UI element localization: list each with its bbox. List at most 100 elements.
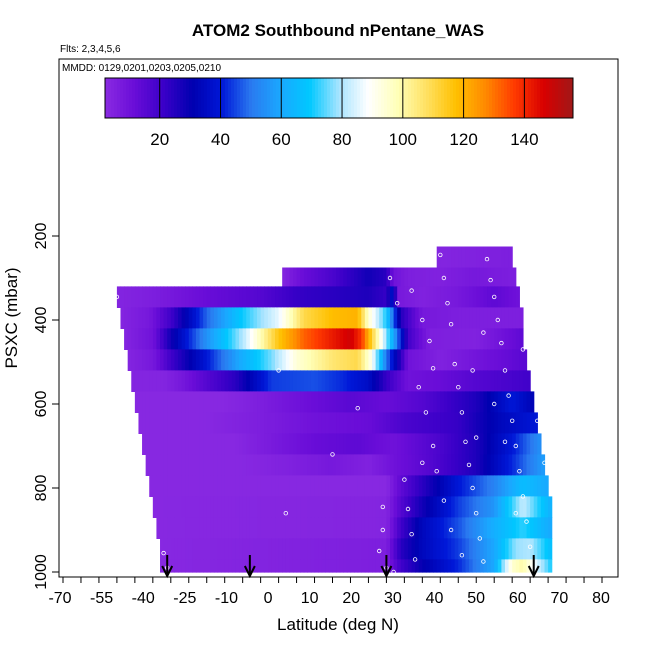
heatmap-cell bbox=[404, 454, 409, 476]
heatmap-cell bbox=[443, 349, 449, 371]
heatmap-cell bbox=[303, 475, 308, 497]
heatmap-cell bbox=[433, 328, 438, 350]
heatmap-cell bbox=[321, 412, 326, 434]
colorbar-cell bbox=[192, 78, 196, 118]
heatmap-cell bbox=[163, 349, 168, 371]
heatmap-cell bbox=[271, 496, 276, 518]
heatmap-cell bbox=[246, 538, 251, 560]
heatmap-cell bbox=[361, 370, 366, 392]
heatmap-cell bbox=[257, 391, 262, 413]
colorbar-cell bbox=[324, 78, 328, 118]
heatmap-cell bbox=[300, 517, 305, 539]
heatmap-cell bbox=[174, 307, 179, 329]
heatmap-cell bbox=[522, 496, 528, 518]
heatmap-cell bbox=[440, 286, 445, 308]
heatmap-cell bbox=[267, 286, 273, 308]
heatmap-cell bbox=[185, 517, 190, 539]
heatmap-cell bbox=[479, 349, 485, 371]
heatmap-cell bbox=[303, 328, 308, 350]
heatmap-cell bbox=[307, 328, 312, 350]
heatmap-cell bbox=[307, 286, 312, 308]
colorbar-cell bbox=[366, 78, 370, 118]
heatmap-cell bbox=[325, 559, 330, 573]
heatmap-cell bbox=[163, 328, 168, 350]
heatmap-cell bbox=[397, 559, 402, 573]
heatmap-cell bbox=[292, 517, 298, 539]
heatmap-cell bbox=[235, 349, 240, 371]
sample-point bbox=[502, 368, 508, 373]
heatmap-cell bbox=[350, 454, 355, 476]
heatmap-cell bbox=[472, 307, 477, 329]
heatmap-cell bbox=[303, 267, 308, 287]
heatmap-cell bbox=[469, 391, 474, 413]
heatmap-cell bbox=[318, 454, 323, 476]
heatmap-cell bbox=[203, 307, 208, 329]
heatmap-cell bbox=[519, 349, 524, 371]
heatmap-cell bbox=[458, 246, 463, 269]
x-tick-label: 40 bbox=[426, 590, 444, 607]
heatmap-cell bbox=[350, 433, 355, 455]
heatmap-cell bbox=[318, 559, 323, 573]
heatmap-cell bbox=[447, 349, 452, 371]
heatmap-cell bbox=[213, 307, 219, 329]
sample-point bbox=[556, 439, 562, 444]
heatmap-cell bbox=[228, 286, 233, 308]
heatmap-cell bbox=[239, 286, 244, 308]
heatmap-cell bbox=[343, 307, 348, 329]
heatmap-cell bbox=[458, 267, 463, 287]
heatmap-cell bbox=[285, 286, 290, 308]
heatmap-cell bbox=[404, 349, 409, 371]
heatmap-cell bbox=[242, 433, 247, 455]
heatmap-cell bbox=[411, 267, 416, 287]
heatmap-cell bbox=[336, 267, 341, 287]
heatmap-cell bbox=[318, 517, 323, 539]
heatmap-cell bbox=[537, 475, 542, 497]
heatmap-cell bbox=[192, 454, 197, 476]
colorbar-cell bbox=[231, 78, 235, 118]
heatmap-cell bbox=[411, 433, 416, 455]
heatmap-cell bbox=[425, 475, 431, 497]
heatmap-cell bbox=[382, 538, 387, 560]
heatmap-cell bbox=[375, 328, 380, 350]
colorbar-cell bbox=[384, 78, 388, 118]
colorbar-cell bbox=[414, 78, 418, 118]
heatmap-cell bbox=[242, 391, 247, 413]
heatmap-cell bbox=[278, 412, 283, 434]
heatmap-cell bbox=[472, 246, 477, 269]
heatmap-cell bbox=[134, 370, 140, 392]
colorbar-cell bbox=[441, 78, 445, 118]
colorbar-cell bbox=[537, 78, 541, 118]
heatmap-cell bbox=[203, 496, 208, 518]
heatmap-cell bbox=[372, 307, 377, 329]
heatmap-cell bbox=[235, 328, 240, 350]
heatmap-cell bbox=[296, 559, 301, 573]
heatmap-cell bbox=[487, 517, 492, 539]
heatmap-cell bbox=[389, 517, 395, 539]
heatmap-cell bbox=[429, 538, 434, 560]
heatmap-cell bbox=[411, 307, 416, 329]
heatmap-cell bbox=[267, 538, 273, 560]
heatmap-cell bbox=[177, 538, 183, 560]
profile-arrow bbox=[527, 555, 540, 579]
heatmap-cell bbox=[231, 538, 237, 560]
heatmap-cell bbox=[300, 433, 305, 455]
colorbar-cell bbox=[174, 78, 178, 118]
heatmap-cell bbox=[321, 496, 326, 518]
heatmap-cell bbox=[357, 433, 362, 455]
colorbar-cell bbox=[447, 78, 451, 118]
heatmap-cell bbox=[433, 475, 438, 497]
heatmap-cell bbox=[346, 328, 352, 350]
heatmap-cell bbox=[404, 538, 409, 560]
heatmap-cell bbox=[289, 433, 294, 455]
heatmap-cell bbox=[501, 307, 506, 329]
heatmap-cell bbox=[411, 496, 416, 518]
heatmap-cell bbox=[375, 454, 380, 476]
heatmap-cell bbox=[213, 538, 219, 560]
heatmap-cell bbox=[483, 391, 488, 413]
heatmap-cell bbox=[264, 454, 269, 476]
colorbar-tick-label: 60 bbox=[272, 130, 291, 149]
heatmap-cell bbox=[167, 475, 172, 497]
heatmap-cell bbox=[487, 391, 492, 413]
heatmap-cell bbox=[433, 433, 438, 455]
